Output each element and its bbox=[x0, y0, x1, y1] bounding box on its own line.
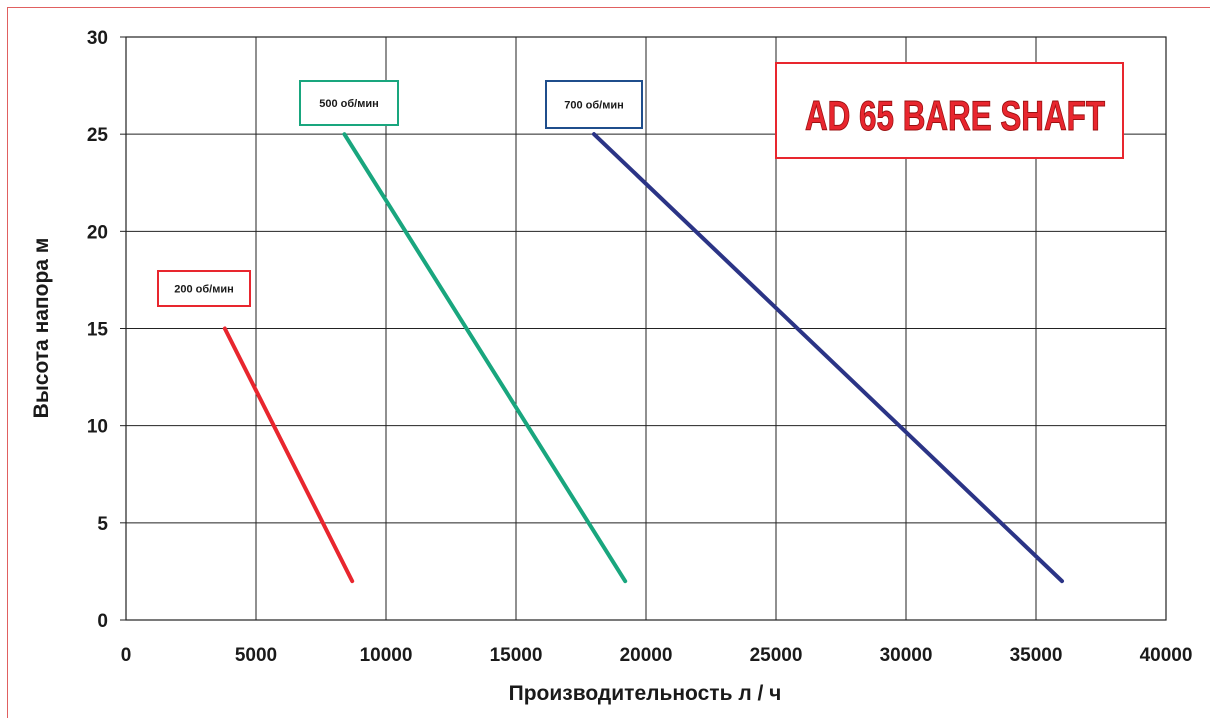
grid bbox=[126, 37, 1166, 620]
x-tick-label: 15000 bbox=[490, 645, 543, 666]
series-lines bbox=[222, 132, 1064, 584]
chart-title: AD 65 BARE SHAFT bbox=[805, 92, 1105, 139]
series-label-text: 500 об/мин bbox=[319, 98, 379, 110]
x-tick-label: 0 bbox=[121, 645, 132, 666]
series-label-1: 200 об/мин bbox=[157, 270, 251, 307]
series-label-3: 700 об/мин bbox=[545, 80, 643, 129]
x-axis-label: Производительность л / ч bbox=[509, 682, 782, 705]
x-tick-labels: 0 5000 10000 15000 20000 25000 30000 35000 40000 bbox=[121, 645, 1193, 666]
y-tick-label: 30 bbox=[87, 28, 108, 49]
x-tick-label: 5000 bbox=[235, 645, 277, 666]
series-labels: 200 об/мин 500 об/мин 700 об/мин bbox=[157, 80, 643, 307]
series-label-box bbox=[157, 270, 251, 307]
plot-border bbox=[125, 36, 1167, 621]
y-tick-label: 15 bbox=[87, 320, 109, 341]
x-tick-label: 20000 bbox=[620, 645, 673, 666]
y-tick-label: 5 bbox=[97, 514, 108, 535]
axes bbox=[120, 36, 1167, 621]
series-line-1 bbox=[222, 326, 355, 584]
series-line-3 bbox=[592, 132, 1064, 584]
x-tick-label: 25000 bbox=[750, 645, 803, 666]
y-tick-label: 10 bbox=[87, 417, 108, 438]
series-line-2 bbox=[342, 132, 628, 584]
x-tick-label: 35000 bbox=[1010, 645, 1063, 666]
y-tick-label: 25 bbox=[87, 125, 109, 146]
x-tick-label: 40000 bbox=[1140, 645, 1193, 666]
x-tick-label: 30000 bbox=[880, 645, 933, 666]
title-box: AD 65 BARE SHAFT bbox=[775, 62, 1124, 159]
chart-frame bbox=[7, 7, 1210, 718]
y-tick-label: 20 bbox=[87, 222, 108, 243]
x-tick-label: 10000 bbox=[360, 645, 413, 666]
y-tick-label: 0 bbox=[97, 611, 108, 632]
series-label-2: 500 об/мин bbox=[299, 80, 399, 126]
y-axis-label: Высота напора м bbox=[30, 238, 53, 419]
series-label-box bbox=[545, 80, 643, 129]
series-label-text: 700 об/мин bbox=[564, 100, 624, 112]
series-label-box bbox=[299, 80, 399, 126]
y-tick-labels: 0 5 10 15 20 25 30 bbox=[87, 28, 109, 632]
series-label-text: 200 об/мин bbox=[174, 284, 234, 296]
